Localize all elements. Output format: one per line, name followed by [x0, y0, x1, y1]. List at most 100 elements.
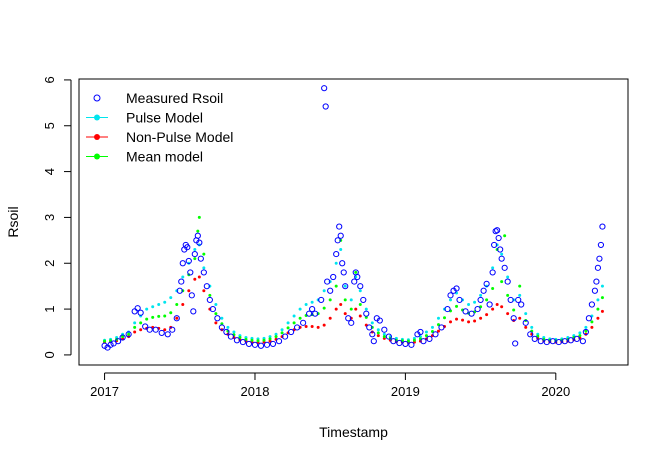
- model-point: [442, 316, 446, 320]
- measured-point: [318, 296, 325, 304]
- model-point: [175, 303, 179, 306]
- measured-point: [115, 338, 122, 345]
- measured-point: [158, 329, 165, 337]
- measured-point: [263, 341, 271, 348]
- model-point: [467, 303, 471, 306]
- model-point: [491, 286, 495, 290]
- model-point: [600, 284, 604, 288]
- series-measured-rsoil: [101, 85, 606, 351]
- measured-point: [381, 326, 388, 333]
- model-point: [376, 334, 380, 338]
- measured-point: [333, 250, 340, 258]
- model-point: [280, 331, 284, 335]
- measured-point: [480, 287, 487, 294]
- model-point: [479, 316, 483, 320]
- measured-point: [206, 296, 213, 304]
- y-tick-label: 3: [42, 214, 57, 221]
- model-point: [133, 321, 137, 325]
- measured-point: [340, 269, 347, 276]
- y-tick-label: 2: [42, 260, 57, 267]
- measured-point: [453, 285, 460, 292]
- y-tick-label: 5: [42, 122, 57, 129]
- measured-point: [306, 310, 313, 317]
- legend-label: Mean model: [126, 149, 203, 165]
- plot-frame: [78, 78, 629, 366]
- model-point: [590, 325, 594, 329]
- measured-point: [257, 342, 265, 349]
- model-point: [370, 321, 374, 325]
- model-point: [500, 252, 504, 256]
- measured-point: [567, 337, 574, 344]
- model-point: [500, 305, 504, 309]
- model-point: [424, 330, 428, 334]
- model-point: [262, 338, 266, 342]
- model-point: [286, 321, 290, 325]
- measured-point: [591, 287, 599, 294]
- model-point: [151, 305, 155, 309]
- measured-point: [337, 232, 344, 239]
- model-point: [449, 320, 453, 324]
- measured-point: [360, 296, 367, 304]
- x-tick-label: 2020: [541, 384, 570, 399]
- model-point: [506, 312, 510, 316]
- model-point: [584, 329, 588, 333]
- measured-point: [152, 326, 159, 333]
- measured-point: [369, 331, 376, 338]
- model-point: [358, 314, 362, 318]
- model-point: [163, 328, 167, 332]
- model-point: [349, 298, 353, 302]
- model-point: [382, 335, 386, 339]
- model-point: [500, 280, 504, 284]
- model-point: [145, 317, 149, 321]
- model-point: [449, 298, 453, 302]
- legend-label: Pulse Model: [126, 110, 203, 126]
- measured-point: [462, 308, 469, 315]
- model-point: [127, 332, 131, 336]
- model-point: [322, 323, 326, 327]
- measured-point: [588, 301, 596, 308]
- measured-point: [385, 333, 392, 340]
- legend-label: Non-Pulse Model: [126, 129, 233, 145]
- model-point: [596, 307, 600, 311]
- measured-point: [396, 339, 403, 347]
- model-point: [430, 325, 434, 329]
- model-point: [364, 307, 368, 311]
- measured-point: [134, 305, 141, 312]
- model-point: [506, 293, 510, 297]
- model-point: [339, 248, 343, 251]
- measured-point: [515, 296, 522, 304]
- measured-point: [191, 250, 198, 258]
- measured-point: [188, 292, 195, 299]
- measured-point: [233, 337, 241, 344]
- model-point: [530, 325, 534, 329]
- model-point: [343, 298, 347, 302]
- model-point: [322, 289, 326, 293]
- measured-point: [218, 324, 225, 331]
- measured-point: [251, 341, 259, 348]
- legend-symbol: [94, 114, 100, 121]
- measured-point: [169, 326, 176, 333]
- measured-point: [348, 319, 355, 326]
- measured-point: [312, 310, 319, 317]
- model-point: [524, 312, 528, 316]
- model-point: [214, 303, 218, 306]
- series-pulse-model: [103, 243, 604, 342]
- measured-point: [101, 342, 108, 349]
- measured-point: [599, 223, 606, 230]
- measured-point: [142, 323, 149, 330]
- model-point: [473, 300, 477, 304]
- model-point: [596, 316, 600, 320]
- legend-label: Measured Rsoil: [126, 90, 223, 106]
- model-point: [214, 321, 218, 325]
- legend-item: Pulse Model: [86, 110, 203, 126]
- y-axis-label: Rsoil: [5, 206, 21, 237]
- model-point: [268, 337, 272, 341]
- measured-point: [194, 232, 201, 239]
- model-point: [339, 303, 343, 306]
- model-point: [202, 266, 206, 270]
- model-point: [139, 328, 143, 332]
- model-point: [169, 311, 173, 315]
- measured-point: [543, 338, 550, 346]
- y-tick-label: 1: [42, 305, 57, 312]
- measured-point: [342, 283, 349, 290]
